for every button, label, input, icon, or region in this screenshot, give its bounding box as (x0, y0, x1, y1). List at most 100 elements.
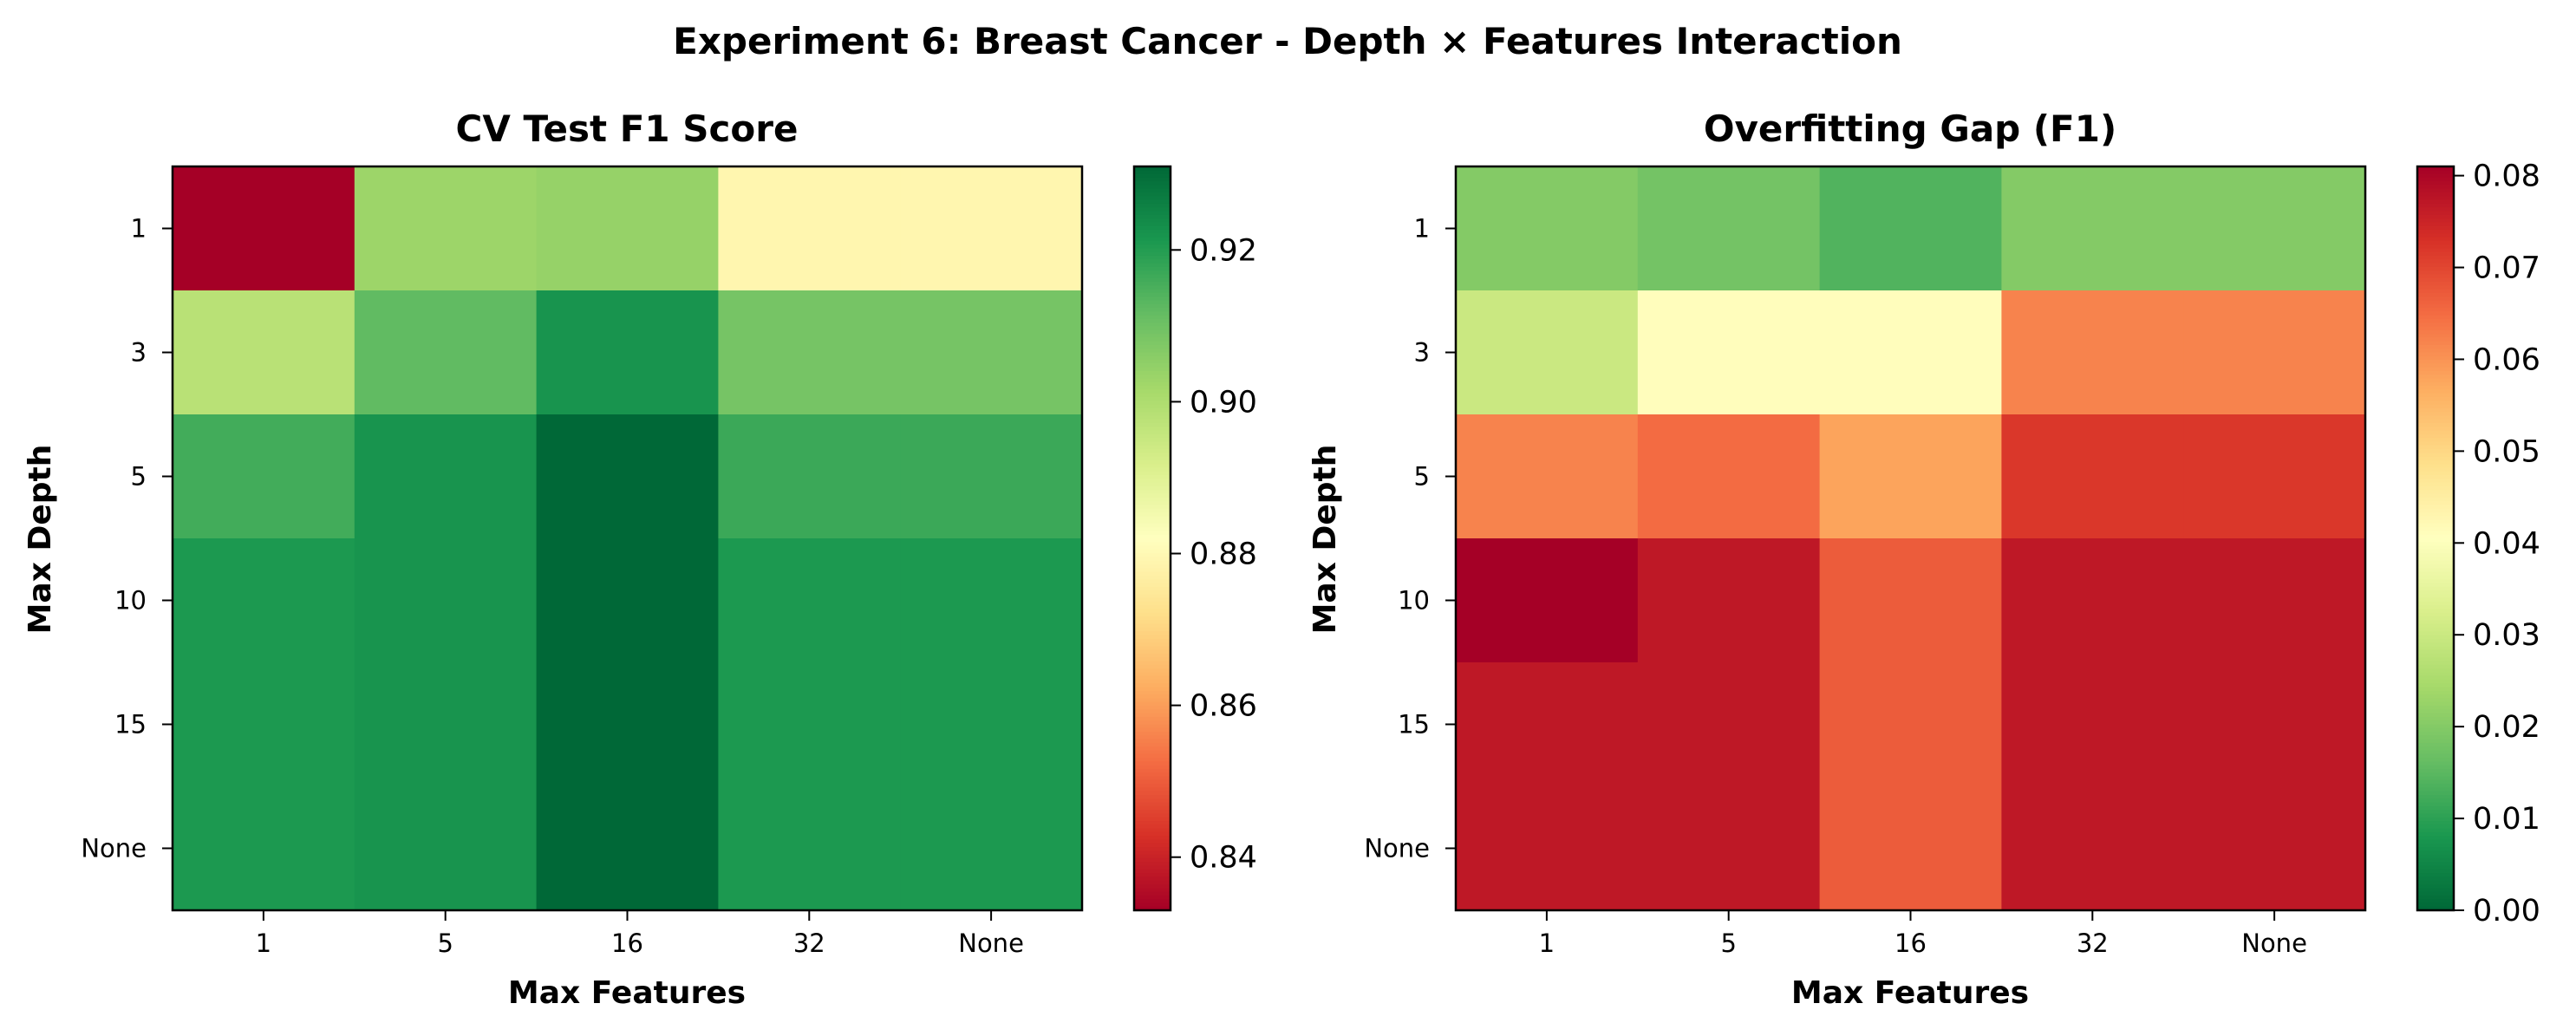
heatmap-cell (2183, 414, 2366, 539)
colorbar-strip (1134, 698, 1171, 703)
colorbar-strip (1134, 631, 1171, 636)
colorbar-strip (2417, 698, 2454, 703)
colorbar-strip (2417, 657, 2454, 662)
colorbar-strip (1134, 519, 1171, 525)
colorbar-strip (2417, 646, 2454, 651)
colorbar-strip (1134, 605, 1171, 610)
colorbar-strip (1134, 199, 1171, 205)
colorbar-strip (2417, 776, 2454, 781)
colorbar-strip (2417, 906, 2454, 911)
colorbar-strip (2417, 531, 2454, 536)
colorbar-strip (1134, 415, 1171, 420)
heatmap-cell (900, 786, 1083, 911)
heatmap-cell (536, 538, 719, 663)
colorbar-strip (1134, 355, 1171, 361)
heatmap-cell (354, 662, 538, 787)
colorbar-strip (2417, 791, 2454, 796)
colorbar-strip (2417, 285, 2454, 290)
colorbar-strip (1134, 308, 1171, 313)
colorbar-strip (2417, 601, 2454, 607)
colorbar-strip (2417, 571, 2454, 577)
heatmap-cell (173, 538, 355, 663)
colorbar-strip (1134, 237, 1171, 242)
colorbar-strip (2417, 493, 2454, 498)
colorbar-strip (2417, 828, 2454, 833)
colorbar-strip (1134, 311, 1171, 316)
colorbar-strip (2417, 259, 2454, 264)
colorbar-strip (2417, 396, 2454, 402)
heatmap-cell (536, 166, 719, 291)
colorbar-strip (1134, 758, 1171, 763)
colorbar-strip (2417, 407, 2454, 413)
heatmap-cell (2183, 166, 2366, 291)
colorbar-tick-label: 0.00 (2473, 894, 2540, 928)
colorbar-strip (1134, 363, 1171, 368)
colorbar-strip (2417, 459, 2454, 465)
heatmap-cell (1637, 786, 1821, 911)
colorbar-strip (1134, 805, 1171, 811)
colorbar-strip (2417, 847, 2454, 852)
colorbar-strip (2417, 680, 2454, 685)
colorbar-strip (1134, 798, 1171, 804)
colorbar-strip (2417, 623, 2454, 629)
colorbar-strip (1134, 672, 1171, 677)
heatmap-cell (354, 538, 538, 663)
colorbar-strip (2417, 653, 2454, 659)
y-axis-label: Max Depth (1308, 445, 1343, 635)
colorbar-tick-label: 0.84 (1190, 841, 1257, 876)
colorbar-strip (2417, 839, 2454, 844)
y-tick-label: 1 (1414, 214, 1430, 244)
colorbar-strip (1134, 899, 1171, 904)
colorbar-strip (2417, 579, 2454, 584)
colorbar-strip (2417, 323, 2454, 328)
heatmap-cell (1456, 290, 1639, 415)
colorbar-strip (1134, 222, 1171, 227)
colorbar-strip (1134, 664, 1171, 669)
y-tick-label: 5 (131, 462, 147, 492)
colorbar-strip (1134, 750, 1171, 755)
y-tick-label: 15 (114, 710, 147, 740)
colorbar-strip (1134, 839, 1171, 844)
colorbar-strip (1134, 616, 1171, 622)
colorbar-strip (2417, 720, 2454, 726)
colorbar-strip (1134, 427, 1171, 432)
colorbar-tick-label: 0.07 (2473, 251, 2540, 286)
heatmap-cell (1819, 290, 2002, 415)
colorbar-strip (1134, 296, 1171, 302)
y-tick-label: 5 (1414, 462, 1430, 492)
colorbar-strip (1134, 263, 1171, 268)
colorbar-strip (1134, 270, 1171, 276)
colorbar-strip (2417, 635, 2454, 640)
colorbar-strip (2417, 214, 2454, 219)
colorbar-strip (1134, 337, 1171, 342)
colorbar-strip (2417, 404, 2454, 409)
x-tick-label: 16 (611, 928, 643, 958)
colorbar-tick-label: 0.06 (2473, 342, 2540, 377)
colorbar-strip (2417, 170, 2454, 175)
colorbar-strip (1134, 821, 1171, 826)
heatmap-cell (173, 786, 355, 911)
colorbar-strip (1134, 553, 1171, 558)
colorbar-strip (1134, 590, 1171, 596)
colorbar-strip (2417, 817, 2454, 822)
colorbar-strip (2417, 185, 2454, 190)
heatmap-cell (173, 290, 355, 415)
colorbar-strip (2417, 549, 2454, 554)
colorbar-strip (2417, 177, 2454, 182)
colorbar-strip (2417, 661, 2454, 666)
colorbar-strip (2417, 605, 2454, 610)
colorbar-strip (1134, 430, 1171, 435)
colorbar-strip (1134, 742, 1171, 748)
colorbar-strip (2417, 664, 2454, 669)
colorbar-strip (1134, 419, 1171, 424)
colorbar-strip (2417, 772, 2454, 778)
heatmap-panel-cv-test-f1: CV Test F1 Score 1 5 16 32 None 1351015None … (23, 108, 1257, 1011)
colorbar-strip (2417, 516, 2454, 521)
colorbar-strip (2417, 412, 2454, 417)
colorbar-strip (2417, 824, 2454, 830)
colorbar-strip (1134, 170, 1171, 175)
colorbar-strip (1134, 485, 1171, 492)
colorbar-strip (1134, 188, 1171, 193)
colorbar-strip (1134, 583, 1171, 588)
colorbar-strip (1134, 571, 1171, 577)
